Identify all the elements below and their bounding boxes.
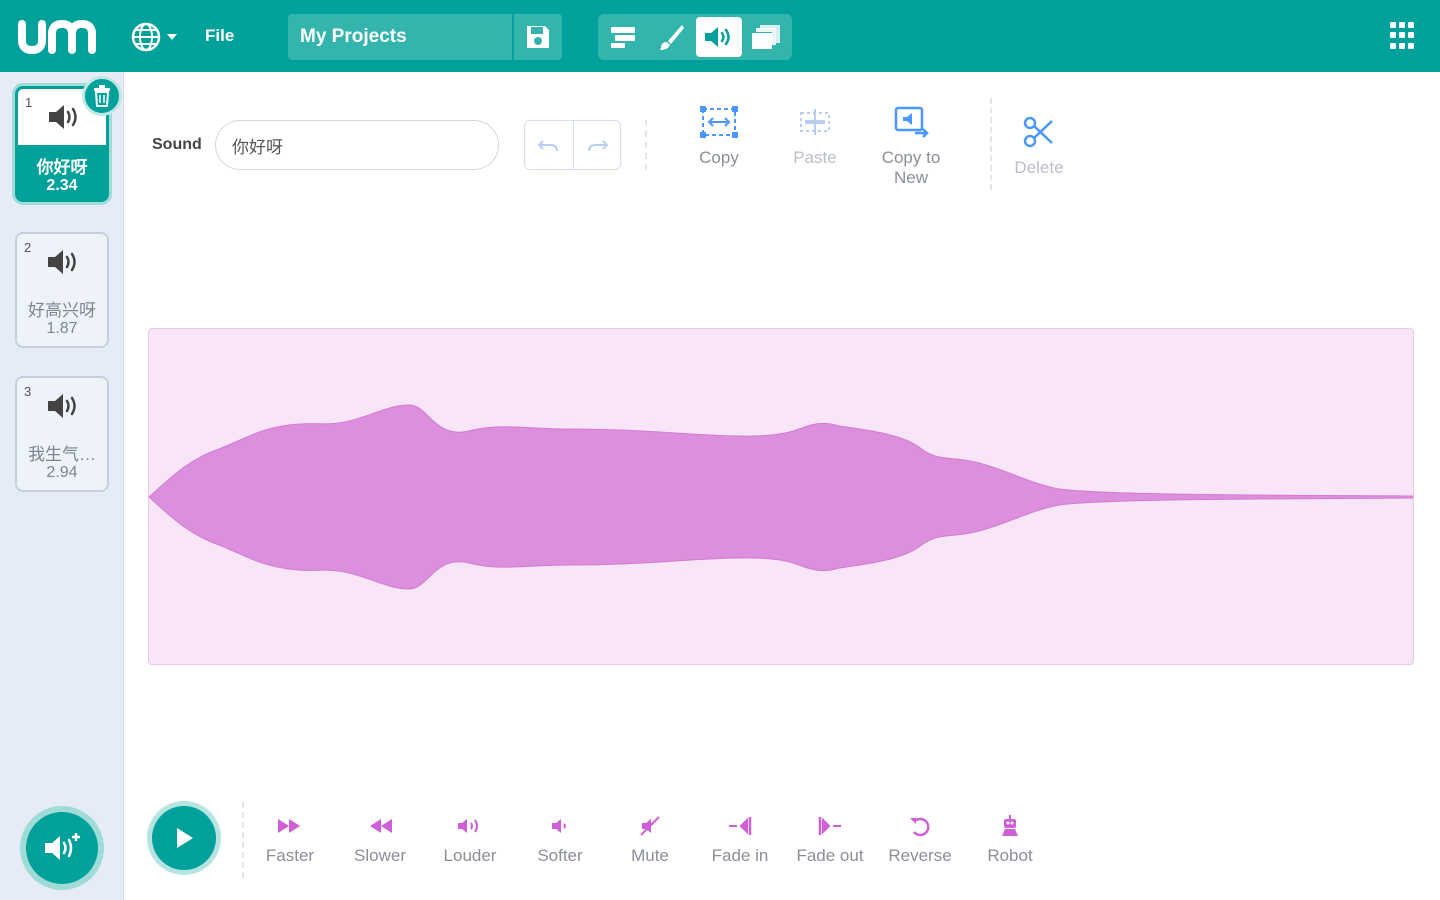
top-menu-bar: File My Projects — [0, 0, 1440, 72]
effect-robot[interactable]: Robot — [970, 812, 1050, 866]
toolbar-divider — [990, 98, 992, 190]
code-icon — [610, 27, 635, 48]
sound-name: 好高兴呀 — [28, 301, 96, 320]
reverse-icon — [910, 817, 930, 837]
effect-louder[interactable]: Louder — [430, 812, 510, 866]
robot-icon — [1002, 815, 1018, 836]
paste-label: Paste — [793, 148, 837, 167]
effect-label: Fade in — [711, 846, 769, 865]
paint-brush-icon — [660, 25, 685, 50]
tab-stage[interactable] — [744, 17, 790, 57]
copy-to-new-icon — [894, 106, 929, 138]
effect-label: Softer — [537, 846, 583, 865]
volume-down-icon — [552, 819, 566, 833]
effects-divider — [242, 802, 244, 878]
speaker-icon — [49, 105, 77, 129]
paste-button[interactable]: Paste — [770, 104, 860, 168]
waveform — [148, 404, 1414, 590]
project-title[interactable]: My Projects — [288, 14, 512, 60]
effect-faster[interactable]: Faster — [250, 812, 330, 866]
effect-slower[interactable]: Slower — [340, 812, 420, 866]
effect-label: Louder — [443, 846, 497, 865]
tab-code[interactable] — [601, 17, 647, 57]
effect-reverse[interactable]: Reverse — [880, 812, 960, 866]
tab-paint[interactable] — [649, 17, 695, 57]
sound-name-input[interactable] — [215, 120, 499, 170]
effect-label: Slower — [354, 846, 406, 865]
speaker-icon — [48, 250, 76, 274]
sound-duration: 2.94 — [46, 464, 78, 481]
fade-out-icon — [818, 817, 841, 835]
file-menu[interactable]: File — [205, 26, 235, 45]
copy-selection-icon — [700, 106, 738, 138]
paste-icon — [800, 109, 830, 135]
globe-icon — [131, 22, 161, 52]
sound-item-2[interactable]: 2 好高兴呀 1.87 — [15, 232, 109, 348]
effect-softer[interactable]: Softer — [520, 812, 600, 866]
add-sound-icon — [45, 833, 80, 860]
chevron-down-icon — [167, 34, 177, 40]
sound-number: 1 — [25, 95, 33, 110]
effect-mute[interactable]: Mute — [610, 812, 690, 866]
delete-label: Delete — [1014, 158, 1064, 177]
trash-icon — [94, 85, 110, 107]
fade-in-icon — [729, 817, 752, 835]
stage-icon — [752, 25, 781, 49]
scissors-icon — [1023, 116, 1053, 148]
undo-redo-group — [524, 120, 621, 170]
speaker-icon — [48, 394, 76, 418]
copy-label: Copy — [699, 148, 739, 167]
delete-selection-button[interactable]: Delete — [994, 114, 1084, 178]
sound-name-label: Sound — [152, 136, 202, 153]
copy-button[interactable]: Copy — [674, 104, 764, 168]
save-button[interactable] — [514, 14, 562, 60]
effect-label: Robot — [987, 846, 1033, 865]
sound-duration: 1.87 — [46, 320, 78, 337]
undo-icon — [537, 140, 558, 152]
effect-label: Faster — [265, 846, 315, 865]
redo-button[interactable] — [572, 121, 621, 169]
play-icon — [177, 828, 193, 848]
sound-name: 你好呀 — [36, 158, 88, 177]
rewind-icon — [370, 819, 392, 833]
sound-duration: 2.34 — [46, 177, 78, 194]
language-menu[interactable] — [130, 20, 184, 54]
copy-to-new-label: Copy to New — [881, 148, 941, 187]
toolbar-divider — [645, 120, 647, 170]
sound-name: 我生气… — [28, 445, 96, 464]
effect-label: Mute — [631, 846, 669, 865]
waveform-area[interactable] — [148, 328, 1414, 665]
sound-item-3[interactable]: 3 我生气… 2.94 — [15, 376, 109, 492]
save-icon — [527, 26, 549, 48]
sound-number: 2 — [24, 240, 32, 255]
effect-label: Reverse — [888, 846, 952, 865]
volume-up-icon — [458, 819, 478, 833]
copy-to-new-button[interactable]: Copy to New — [866, 104, 956, 188]
sound-icon — [704, 27, 730, 47]
effect-fade-out[interactable]: Fade out — [790, 812, 870, 866]
add-sound-button[interactable] — [26, 812, 98, 884]
grid-icon[interactable] — [1390, 22, 1418, 50]
um-logo[interactable] — [18, 14, 100, 58]
undo-button[interactable] — [525, 121, 573, 169]
tab-sound[interactable] — [696, 17, 742, 57]
editor-mode-tabs — [598, 14, 792, 60]
effect-fade-in[interactable]: Fade in — [700, 812, 780, 866]
fast-forward-icon — [278, 819, 300, 833]
play-button[interactable] — [152, 806, 216, 870]
effect-label: Fade out — [796, 846, 864, 865]
redo-icon — [587, 140, 609, 152]
delete-sound-button[interactable] — [82, 76, 122, 116]
sound-number: 3 — [24, 384, 32, 399]
mute-icon — [640, 816, 660, 836]
